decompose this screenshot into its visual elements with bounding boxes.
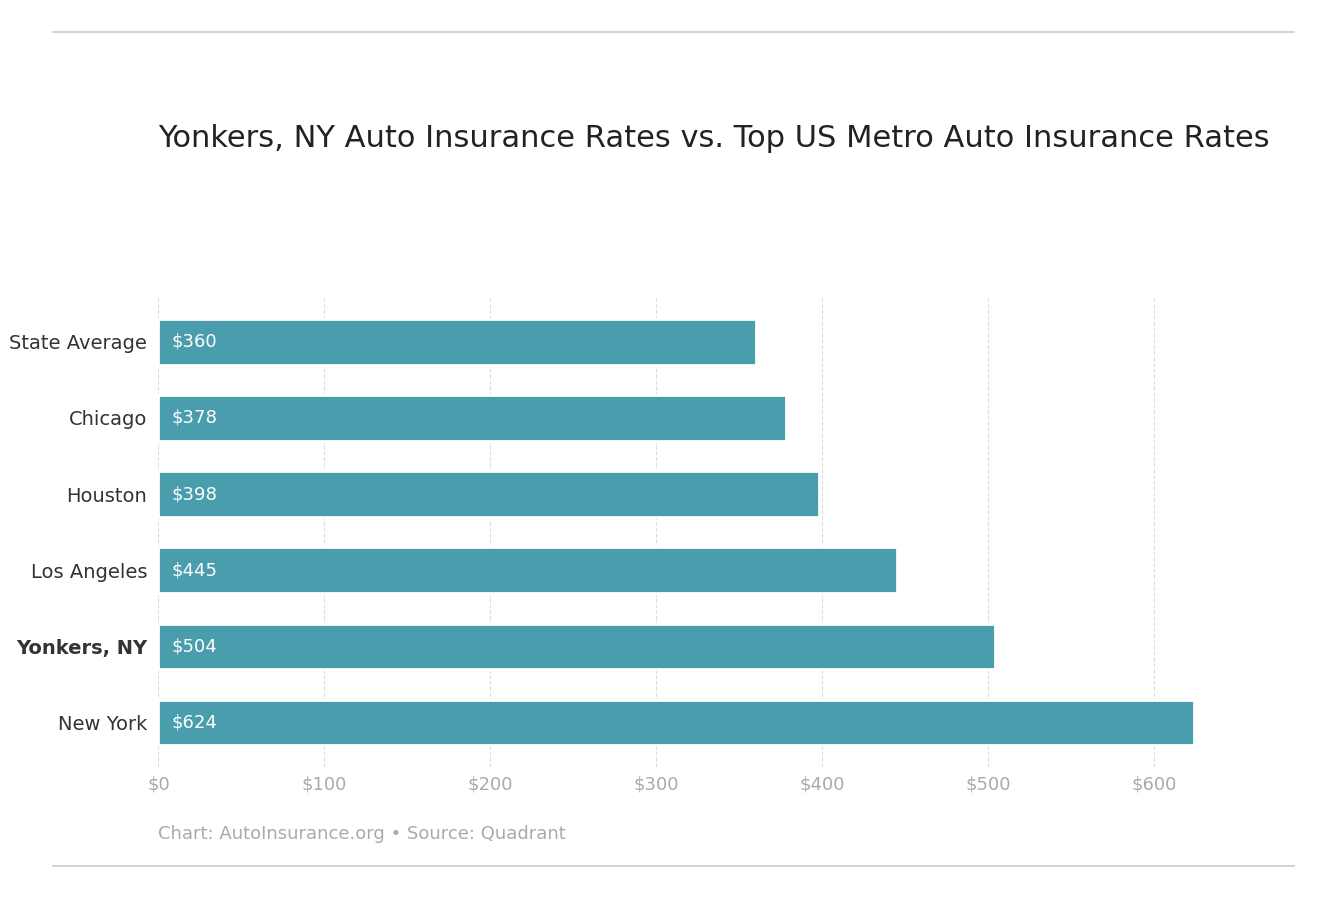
Bar	[158, 623, 995, 669]
Text: $398: $398	[172, 485, 218, 503]
Bar	[158, 319, 756, 364]
Text: Chart: AutoInsurance.org • Source: Quadrant: Chart: AutoInsurance.org • Source: Quadr…	[158, 825, 566, 843]
Text: $445: $445	[172, 561, 218, 579]
Text: $378: $378	[172, 409, 218, 427]
Bar	[158, 700, 1195, 745]
Bar	[158, 395, 785, 441]
Bar	[158, 548, 898, 594]
Text: $504: $504	[172, 638, 218, 656]
Text: Yonkers, NY Auto Insurance Rates vs. Top US Metro Auto Insurance Rates: Yonkers, NY Auto Insurance Rates vs. Top…	[158, 124, 1270, 153]
Text: $624: $624	[172, 713, 218, 732]
Text: $360: $360	[172, 333, 218, 351]
Bar	[158, 471, 820, 517]
